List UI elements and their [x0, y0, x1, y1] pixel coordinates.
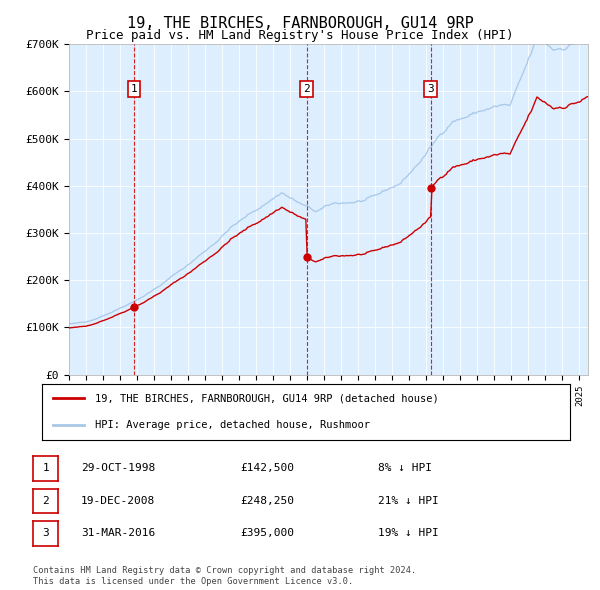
Text: HPI: Average price, detached house, Rushmoor: HPI: Average price, detached house, Rush… — [95, 420, 370, 430]
Text: 1: 1 — [42, 464, 49, 473]
Text: Price paid vs. HM Land Registry's House Price Index (HPI): Price paid vs. HM Land Registry's House … — [86, 29, 514, 42]
Text: 29-OCT-1998: 29-OCT-1998 — [81, 464, 155, 473]
Text: 21% ↓ HPI: 21% ↓ HPI — [378, 496, 439, 506]
Text: £395,000: £395,000 — [240, 529, 294, 538]
Text: 1: 1 — [131, 84, 137, 94]
Text: This data is licensed under the Open Government Licence v3.0.: This data is licensed under the Open Gov… — [33, 576, 353, 586]
Text: 8% ↓ HPI: 8% ↓ HPI — [378, 464, 432, 473]
Text: £142,500: £142,500 — [240, 464, 294, 473]
Text: 19-DEC-2008: 19-DEC-2008 — [81, 496, 155, 506]
Text: 31-MAR-2016: 31-MAR-2016 — [81, 529, 155, 538]
Text: 19% ↓ HPI: 19% ↓ HPI — [378, 529, 439, 538]
Text: Contains HM Land Registry data © Crown copyright and database right 2024.: Contains HM Land Registry data © Crown c… — [33, 566, 416, 575]
Text: 19, THE BIRCHES, FARNBOROUGH, GU14 9RP (detached house): 19, THE BIRCHES, FARNBOROUGH, GU14 9RP (… — [95, 393, 439, 403]
Text: £248,250: £248,250 — [240, 496, 294, 506]
Text: 2: 2 — [303, 84, 310, 94]
Text: 19, THE BIRCHES, FARNBOROUGH, GU14 9RP: 19, THE BIRCHES, FARNBOROUGH, GU14 9RP — [127, 16, 473, 31]
Text: 2: 2 — [42, 496, 49, 506]
Text: 3: 3 — [42, 529, 49, 538]
Text: 3: 3 — [427, 84, 434, 94]
